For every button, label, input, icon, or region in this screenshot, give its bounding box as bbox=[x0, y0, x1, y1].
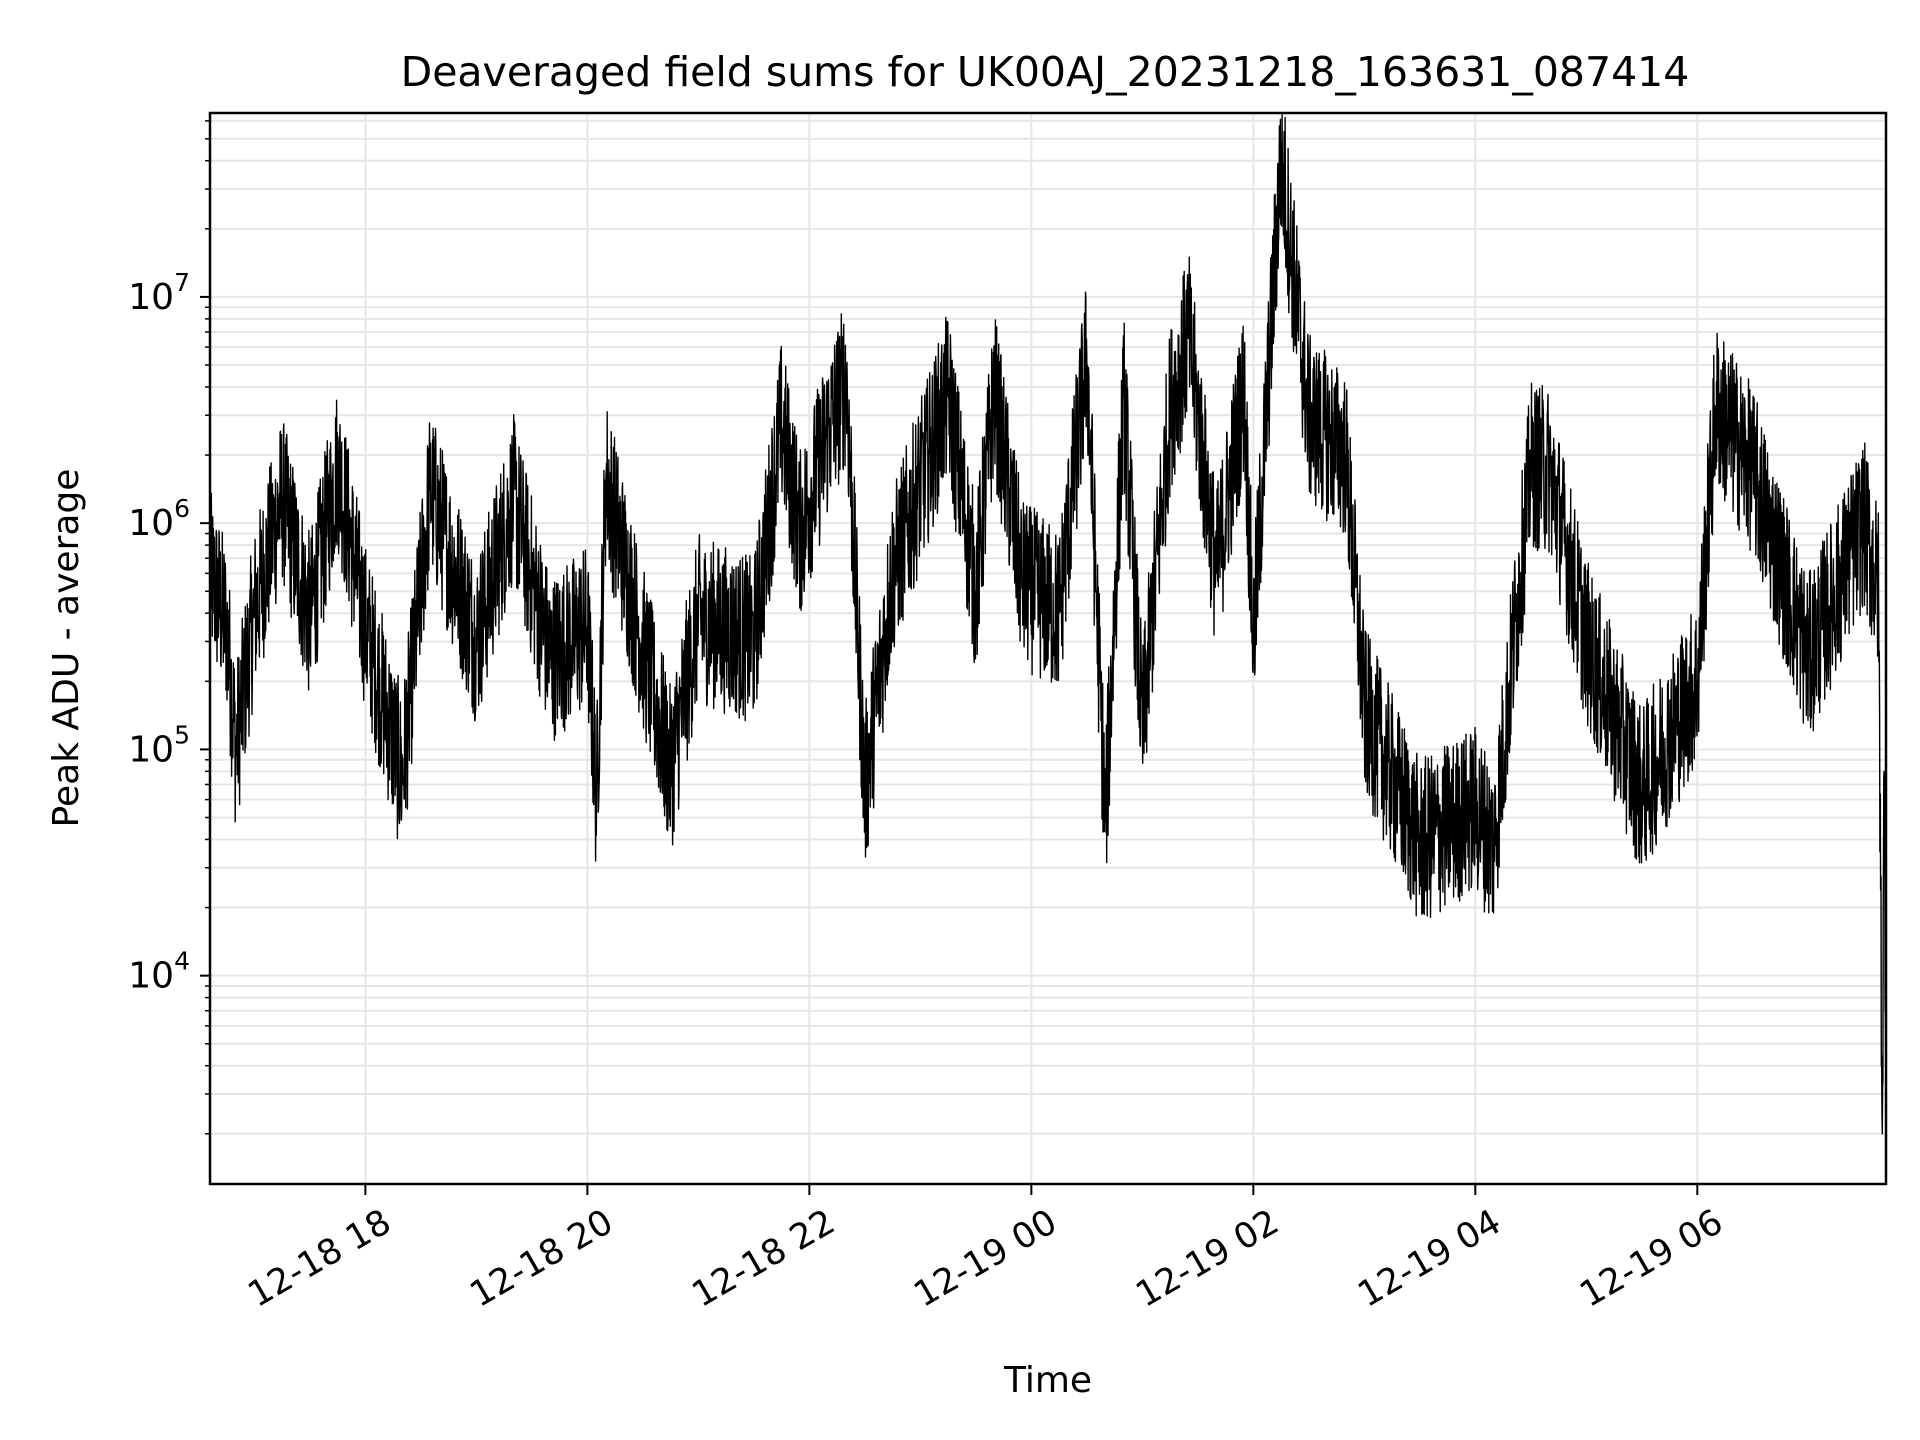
y-tick-label: 105 bbox=[128, 720, 190, 770]
series-layer bbox=[209, 114, 1887, 1135]
x-axis-label: Time bbox=[1003, 1360, 1092, 1401]
y-tick-label: 107 bbox=[128, 268, 190, 318]
y-axis-label: Peak ADU - average bbox=[46, 469, 87, 828]
y-axis: 104 105 106 107 bbox=[128, 120, 210, 1135]
y-tick-label: 106 bbox=[128, 494, 190, 544]
chart-title: Deaveraged field sums for UK00AJ_2023121… bbox=[401, 48, 1690, 96]
plot-frame bbox=[208, 111, 1888, 1186]
series-line bbox=[209, 114, 1887, 1135]
y-tick-label: 104 bbox=[128, 947, 190, 997]
